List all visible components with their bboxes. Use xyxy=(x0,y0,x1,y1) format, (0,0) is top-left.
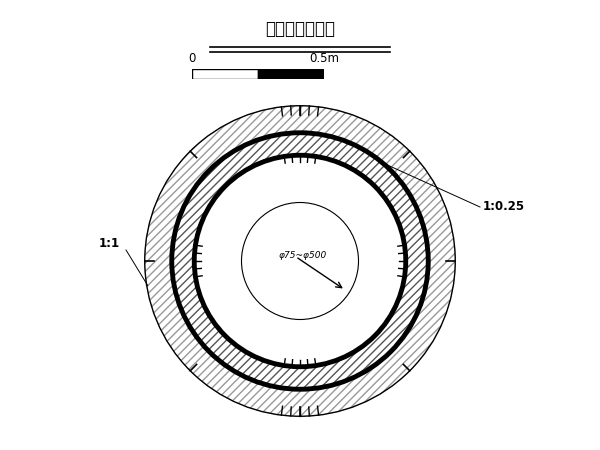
Circle shape xyxy=(194,155,406,367)
Bar xyxy=(258,69,324,79)
Bar xyxy=(192,69,258,79)
Text: φ75~φ500: φ75~φ500 xyxy=(278,251,326,260)
PathPatch shape xyxy=(172,133,428,389)
PathPatch shape xyxy=(145,106,455,416)
Text: 0: 0 xyxy=(188,52,196,65)
Text: 0.5m: 0.5m xyxy=(309,52,339,65)
Text: 穴状整地平面图: 穴状整地平面图 xyxy=(265,20,335,38)
Text: 1:1: 1:1 xyxy=(99,237,120,249)
Text: 1:0.25: 1:0.25 xyxy=(482,201,524,213)
